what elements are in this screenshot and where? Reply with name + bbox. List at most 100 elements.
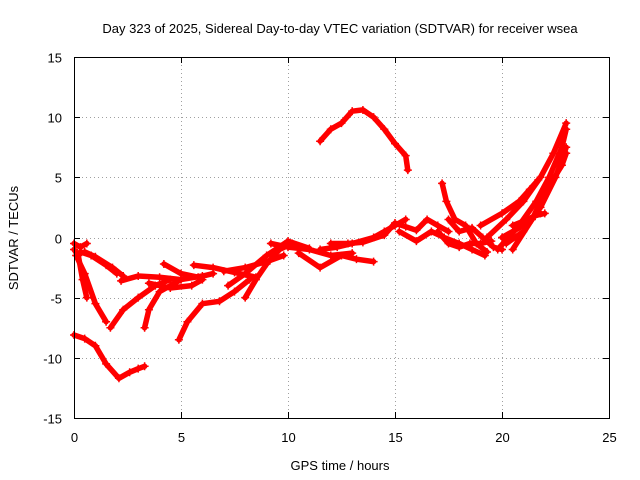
x-tick-label: 0 [71, 430, 78, 445]
series-track-27-markers [483, 119, 571, 242]
data-point [215, 297, 224, 306]
data-point [401, 222, 410, 231]
data-point [279, 251, 288, 260]
data-point [119, 305, 128, 314]
series-track-32-markers [508, 209, 545, 230]
data-point [403, 166, 412, 175]
series-track-11 [161, 261, 216, 280]
series-track-20 [317, 107, 411, 173]
data-point [91, 299, 100, 308]
x-tick-label: 10 [281, 430, 295, 445]
data-point [465, 239, 474, 248]
series-track-11-markers [159, 259, 218, 282]
series-track-20-markers [316, 105, 412, 175]
data-point [380, 231, 389, 240]
data-point [241, 293, 250, 302]
data-point [549, 149, 558, 158]
series-track-03 [73, 252, 109, 325]
data-point [159, 259, 168, 268]
data-point [194, 273, 203, 282]
y-tick-label: 15 [48, 51, 62, 66]
data-point [337, 119, 346, 128]
data-point [536, 173, 545, 182]
data-point [80, 269, 89, 278]
data-point [343, 239, 352, 248]
data-point [326, 125, 335, 134]
data-point [391, 139, 399, 148]
data-point [444, 239, 453, 248]
data-point [395, 227, 404, 236]
data-point [189, 261, 198, 270]
data-point [155, 287, 164, 296]
data-point [209, 263, 218, 272]
series-track-27 [484, 120, 569, 241]
data-point [444, 215, 453, 224]
data-point [91, 252, 100, 261]
series-track-25-markers [433, 227, 496, 252]
data-point [80, 247, 89, 256]
data-point [114, 374, 123, 383]
data-point [369, 257, 378, 266]
data-point [316, 263, 325, 272]
y-axis-label: SDTVAR / TECUs [6, 185, 21, 290]
data-point [134, 364, 143, 373]
grid-lines [74, 57, 609, 418]
data-point [476, 239, 485, 248]
data-point [134, 293, 143, 302]
data-point [542, 185, 551, 194]
data-point [519, 197, 528, 206]
data-point [102, 317, 111, 326]
data-point [140, 362, 149, 371]
series-track-16-markers [219, 251, 288, 276]
series-track-05 [81, 249, 126, 279]
data-point [493, 245, 502, 254]
y-tick-label: 10 [48, 111, 62, 126]
data-point [82, 239, 91, 248]
x-tick-label: 15 [388, 430, 402, 445]
data-point [166, 284, 175, 293]
data-point [316, 137, 325, 146]
data-point [82, 293, 91, 302]
data-point [262, 257, 271, 266]
series-track-18-markers [294, 249, 378, 272]
data-point [187, 281, 196, 290]
data-point [358, 238, 367, 247]
data-point [305, 245, 314, 254]
data-point [562, 149, 571, 158]
data-point [455, 243, 464, 252]
data-point [134, 272, 143, 281]
data-point [294, 249, 303, 258]
data-point [412, 237, 421, 246]
x-axis-label: GPS time / hours [291, 458, 390, 473]
data-point [224, 281, 233, 290]
data-point [468, 245, 477, 254]
data-point [326, 239, 335, 248]
data-point [412, 226, 421, 235]
data-point [401, 215, 410, 224]
series-track-21-markers [326, 215, 453, 248]
y-tick-label: -5 [50, 292, 62, 307]
series-track-16 [221, 252, 287, 274]
y-tick-label: -15 [43, 412, 62, 427]
data-point [483, 247, 492, 256]
data-point [508, 245, 517, 254]
y-tick-label: 0 [55, 232, 62, 247]
x-tick-label: 20 [495, 430, 509, 445]
data-point [468, 223, 477, 232]
data-point [557, 161, 566, 170]
data-series [70, 105, 571, 383]
data-point [380, 125, 389, 134]
data-point [489, 243, 498, 252]
data-point [444, 227, 453, 236]
data-point [502, 239, 511, 248]
data-point [144, 305, 153, 314]
data-point [536, 209, 545, 218]
data-point [140, 323, 149, 332]
data-point [316, 245, 325, 254]
data-point [106, 323, 115, 332]
data-point [401, 151, 410, 160]
data-point [117, 276, 126, 285]
data-point [433, 227, 442, 236]
data-point [125, 368, 134, 377]
